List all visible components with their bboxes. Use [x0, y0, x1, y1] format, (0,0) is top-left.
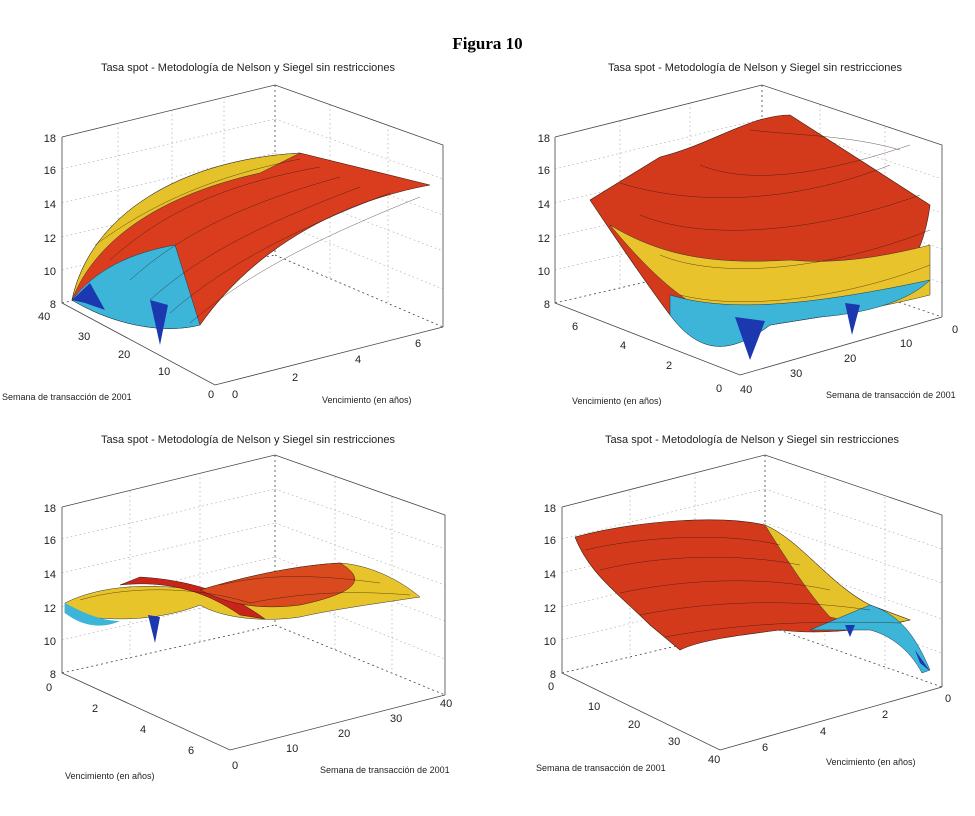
chart-4-z-tick: 16	[544, 535, 556, 547]
chart-3-xlabel: Vencimiento (en años)	[65, 771, 155, 781]
chart-3-title: Tasa spot - Metodología de Nelson y Sieg…	[101, 434, 396, 446]
chart-3-y-ticks: 0 10 20 30 40	[232, 698, 452, 772]
chart-2-y-tick: 20	[844, 353, 856, 365]
chart-2-svg: Tasa spot - Metodología de Nelson y Sieg…	[538, 62, 958, 406]
chart-1-surface	[71, 152, 431, 345]
chart-1-ylabel: Semana de transacción de 2001	[2, 392, 132, 402]
chart-3-grid	[61, 473, 446, 673]
chart-3-svg: Tasa spot - Metodología de Nelson y Sieg…	[44, 434, 453, 781]
chart-4-z-tick: 10	[544, 636, 556, 648]
chart-4-z-tick: 14	[544, 569, 556, 581]
chart-2-z-tick: 10	[538, 266, 550, 278]
chart-4-surface	[574, 519, 931, 674]
chart-3-z-tick: 14	[44, 569, 56, 581]
chart-3-y-tick: 20	[338, 728, 350, 740]
chart-3-y-tick: 30	[390, 713, 402, 725]
chart-3-y-tick: 10	[286, 743, 298, 755]
chart-3-x-tick: 6	[188, 745, 194, 757]
chart-2-z-tick: 14	[538, 199, 550, 211]
chart-2-x-tick: 2	[666, 360, 672, 372]
chart-2-z-tick: 18	[538, 133, 550, 145]
chart-2-x-tick: 4	[620, 340, 626, 352]
chart-4-y-tick: 40	[708, 754, 720, 766]
chart-1-title: Tasa spot - Metodología de Nelson y Sieg…	[101, 62, 396, 74]
chart-3-z-tick: 8	[50, 669, 56, 681]
chart-1-x-ticks: 0 2 4 6	[232, 338, 421, 401]
chart-1-z-tick: 14	[44, 199, 56, 211]
chart-2-xlabel: Vencimiento (en años)	[572, 396, 662, 406]
chart-4-title: Tasa spot - Metodología de Nelson y Sieg…	[605, 434, 900, 446]
chart-4-y-tick: 20	[628, 719, 640, 731]
chart-3-box	[61, 454, 446, 751]
chart-1-x-tick: 6	[415, 338, 421, 350]
chart-2-y-tick: 10	[900, 338, 912, 350]
chart-4-y-tick: 10	[588, 701, 600, 713]
chart-2-ylabel: Semana de transacción de 2001	[826, 390, 956, 400]
chart-3-x-tick: 4	[140, 724, 146, 736]
chart-2-y-tick: 40	[740, 384, 752, 396]
chart-1-y-tick: 10	[158, 366, 170, 378]
chart-1-z-tick: 16	[44, 165, 56, 177]
chart-3-x-tick: 2	[92, 703, 98, 715]
chart-1-z-ticks: 18 16 14 12 10 8	[44, 133, 56, 311]
chart-3-z-tick: 16	[44, 535, 56, 547]
chart-1-y-tick: 20	[118, 349, 130, 361]
chart-1-x-tick: 4	[355, 354, 361, 366]
chart-panel-1: Tasa spot - Metodología de Nelson y Sieg…	[0, 55, 470, 415]
chart-1-y-tick: 30	[78, 331, 90, 343]
chart-2-x-tick: 0	[716, 383, 722, 395]
chart-4-svg: Tasa spot - Metodología de Nelson y Sieg…	[536, 434, 951, 773]
chart-4-ylabel: Semana de transacción de 2001	[536, 763, 666, 773]
chart-3-x-tick: 0	[46, 682, 52, 694]
chart-3-ylabel: Semana de transacción de 2001	[320, 765, 450, 775]
chart-4-z-tick: 12	[544, 603, 556, 615]
chart-4-x-tick: 6	[762, 742, 768, 754]
chart-3-z-tick: 18	[44, 503, 56, 515]
chart-4-z-tick: 18	[544, 503, 556, 515]
chart-3-x-ticks: 0 2 4 6	[46, 682, 194, 757]
chart-2-z-tick: 12	[538, 233, 550, 245]
chart-3-surface	[64, 562, 421, 643]
chart-3-z-tick: 12	[44, 603, 56, 615]
chart-2-title: Tasa spot - Metodología de Nelson y Sieg…	[608, 62, 903, 74]
chart-2-y-tick: 0	[952, 324, 958, 336]
chart-2-surface	[589, 114, 931, 360]
chart-4-xlabel: Vencimiento (en años)	[826, 757, 916, 767]
chart-panel-2: Tasa spot - Metodología de Nelson y Sieg…	[490, 55, 970, 415]
chart-2-z-tick: 8	[544, 299, 550, 311]
chart-4-x-tick: 2	[882, 709, 888, 721]
chart-1-xlabel: Vencimiento (en años)	[322, 395, 412, 405]
chart-2-z-tick: 16	[538, 165, 550, 177]
chart-4-z-tick: 8	[550, 669, 556, 681]
chart-2-x-tick: 6	[572, 321, 578, 333]
chart-2-y-tick: 30	[790, 368, 802, 380]
chart-1-z-tick: 10	[44, 266, 56, 278]
chart-3-y-tick: 40	[440, 698, 452, 710]
chart-4-x-tick: 0	[945, 693, 951, 705]
chart-3-z-ticks: 18 16 14 12 10 8	[44, 503, 56, 681]
chart-1-y-tick: 40	[38, 311, 50, 323]
chart-2-z-ticks: 18 16 14 12 10 8	[538, 133, 550, 311]
chart-panel-4: Tasa spot - Metodología de Nelson y Sieg…	[490, 425, 970, 795]
chart-4-y-tick: 30	[668, 736, 680, 748]
figure-title: Figura 10	[452, 34, 523, 53]
chart-1-y-tick: 0	[208, 389, 214, 401]
chart-1-x-tick: 2	[292, 372, 298, 384]
chart-2-y-ticks: 40 30 20 10 0	[740, 324, 958, 396]
chart-4-z-ticks: 18 16 14 12 10 8	[544, 503, 556, 681]
chart-3-y-tick: 0	[232, 760, 238, 772]
chart-4-x-tick: 4	[820, 726, 826, 738]
chart-1-z-tick: 18	[44, 133, 56, 145]
chart-2-x-ticks: 6 4 2 0	[572, 321, 722, 395]
chart-panel-3: Tasa spot - Metodología de Nelson y Sieg…	[0, 425, 480, 795]
chart-4-x-ticks: 6 4 2 0	[762, 693, 951, 754]
chart-1-y-ticks: 40 30 20 10 0	[38, 311, 214, 401]
chart-3-z-tick: 10	[44, 636, 56, 648]
chart-1-z-tick: 12	[44, 233, 56, 245]
chart-1-svg: Tasa spot - Metodología de Nelson y Sieg…	[2, 62, 444, 405]
chart-1-z-tick: 8	[50, 299, 56, 311]
chart-4-y-tick: 0	[548, 681, 554, 693]
chart-1-x-tick: 0	[232, 389, 238, 401]
chart-4-y-ticks: 0 10 20 30 40	[548, 681, 720, 766]
